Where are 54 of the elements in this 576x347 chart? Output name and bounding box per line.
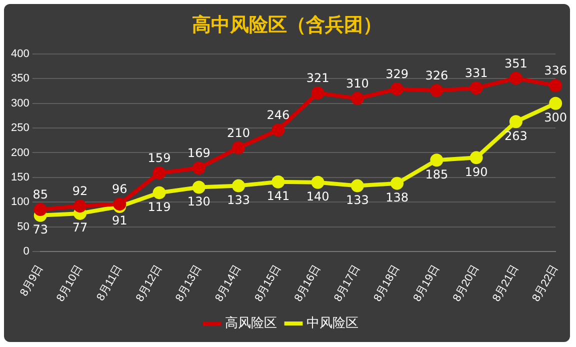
x-tick-label: 8月21日 [490,262,522,304]
x-tick-label: 8月11日 [94,262,125,304]
data-label: 159 [148,151,171,166]
y-tick-label: 350 [10,72,30,85]
y-tick-label: 0 [23,245,30,258]
data-label: 185 [425,167,448,182]
data-label: 141 [266,188,290,203]
x-tick-label: 8月22日 [530,262,561,304]
x-tick-label: 8月20日 [450,262,482,304]
data-label: 263 [504,128,528,143]
x-tick-label: 8月13日 [174,262,204,304]
chart-title: 高中风险区（含兵团） [191,13,383,38]
data-label: 92 [72,184,88,198]
data-label: 140 [306,189,330,204]
x-tick-label: 8月17日 [332,262,363,304]
data-label: 73 [32,222,48,237]
data-label: 300 [544,110,568,124]
data-label: 326 [425,68,448,83]
data-label: 190 [464,164,488,179]
x-tick-label: 8月15日 [252,262,284,304]
legend-label: 高风险区 [225,314,277,331]
x-tick-label: 8月16日 [292,262,323,304]
data-label: 331 [464,66,488,80]
data-label: 85 [32,188,48,202]
data-label: 169 [187,146,210,160]
data-label: 130 [187,194,210,208]
x-tick-label: 8月9日 [18,262,46,298]
legend-label: 中风险区 [306,316,358,331]
x-tick-label: 8月18日 [372,262,402,304]
y-tick-label: 150 [10,171,30,184]
data-label: 329 [386,67,408,82]
data-label: 138 [386,190,408,204]
data-label: 119 [148,200,171,214]
x-tick-label: 8月19日 [411,262,442,304]
y-tick-label: 300 [10,97,30,110]
data-label: 351 [504,56,528,70]
data-label: 77 [72,220,88,235]
data-label: 336 [544,64,568,78]
x-tick-label: 8月14日 [213,262,244,304]
data-label: 91 [112,214,128,228]
y-tick-label: 200 [10,146,30,159]
y-tick-label: 400 [10,48,30,60]
data-label: 210 [227,126,250,140]
data-label: 133 [346,192,369,207]
y-tick-label: 250 [10,122,30,134]
x-tick-label: 8月10日 [54,262,86,304]
y-tick-label: 100 [10,196,30,208]
y-tick-label: 50 [17,220,30,233]
data-label: 246 [266,108,290,122]
data-label: 96 [112,182,128,196]
x-tick-label: 8月12日 [134,262,164,304]
data-label: 321 [306,71,330,86]
data-label: 133 [227,192,250,207]
data-label: 310 [346,76,369,91]
